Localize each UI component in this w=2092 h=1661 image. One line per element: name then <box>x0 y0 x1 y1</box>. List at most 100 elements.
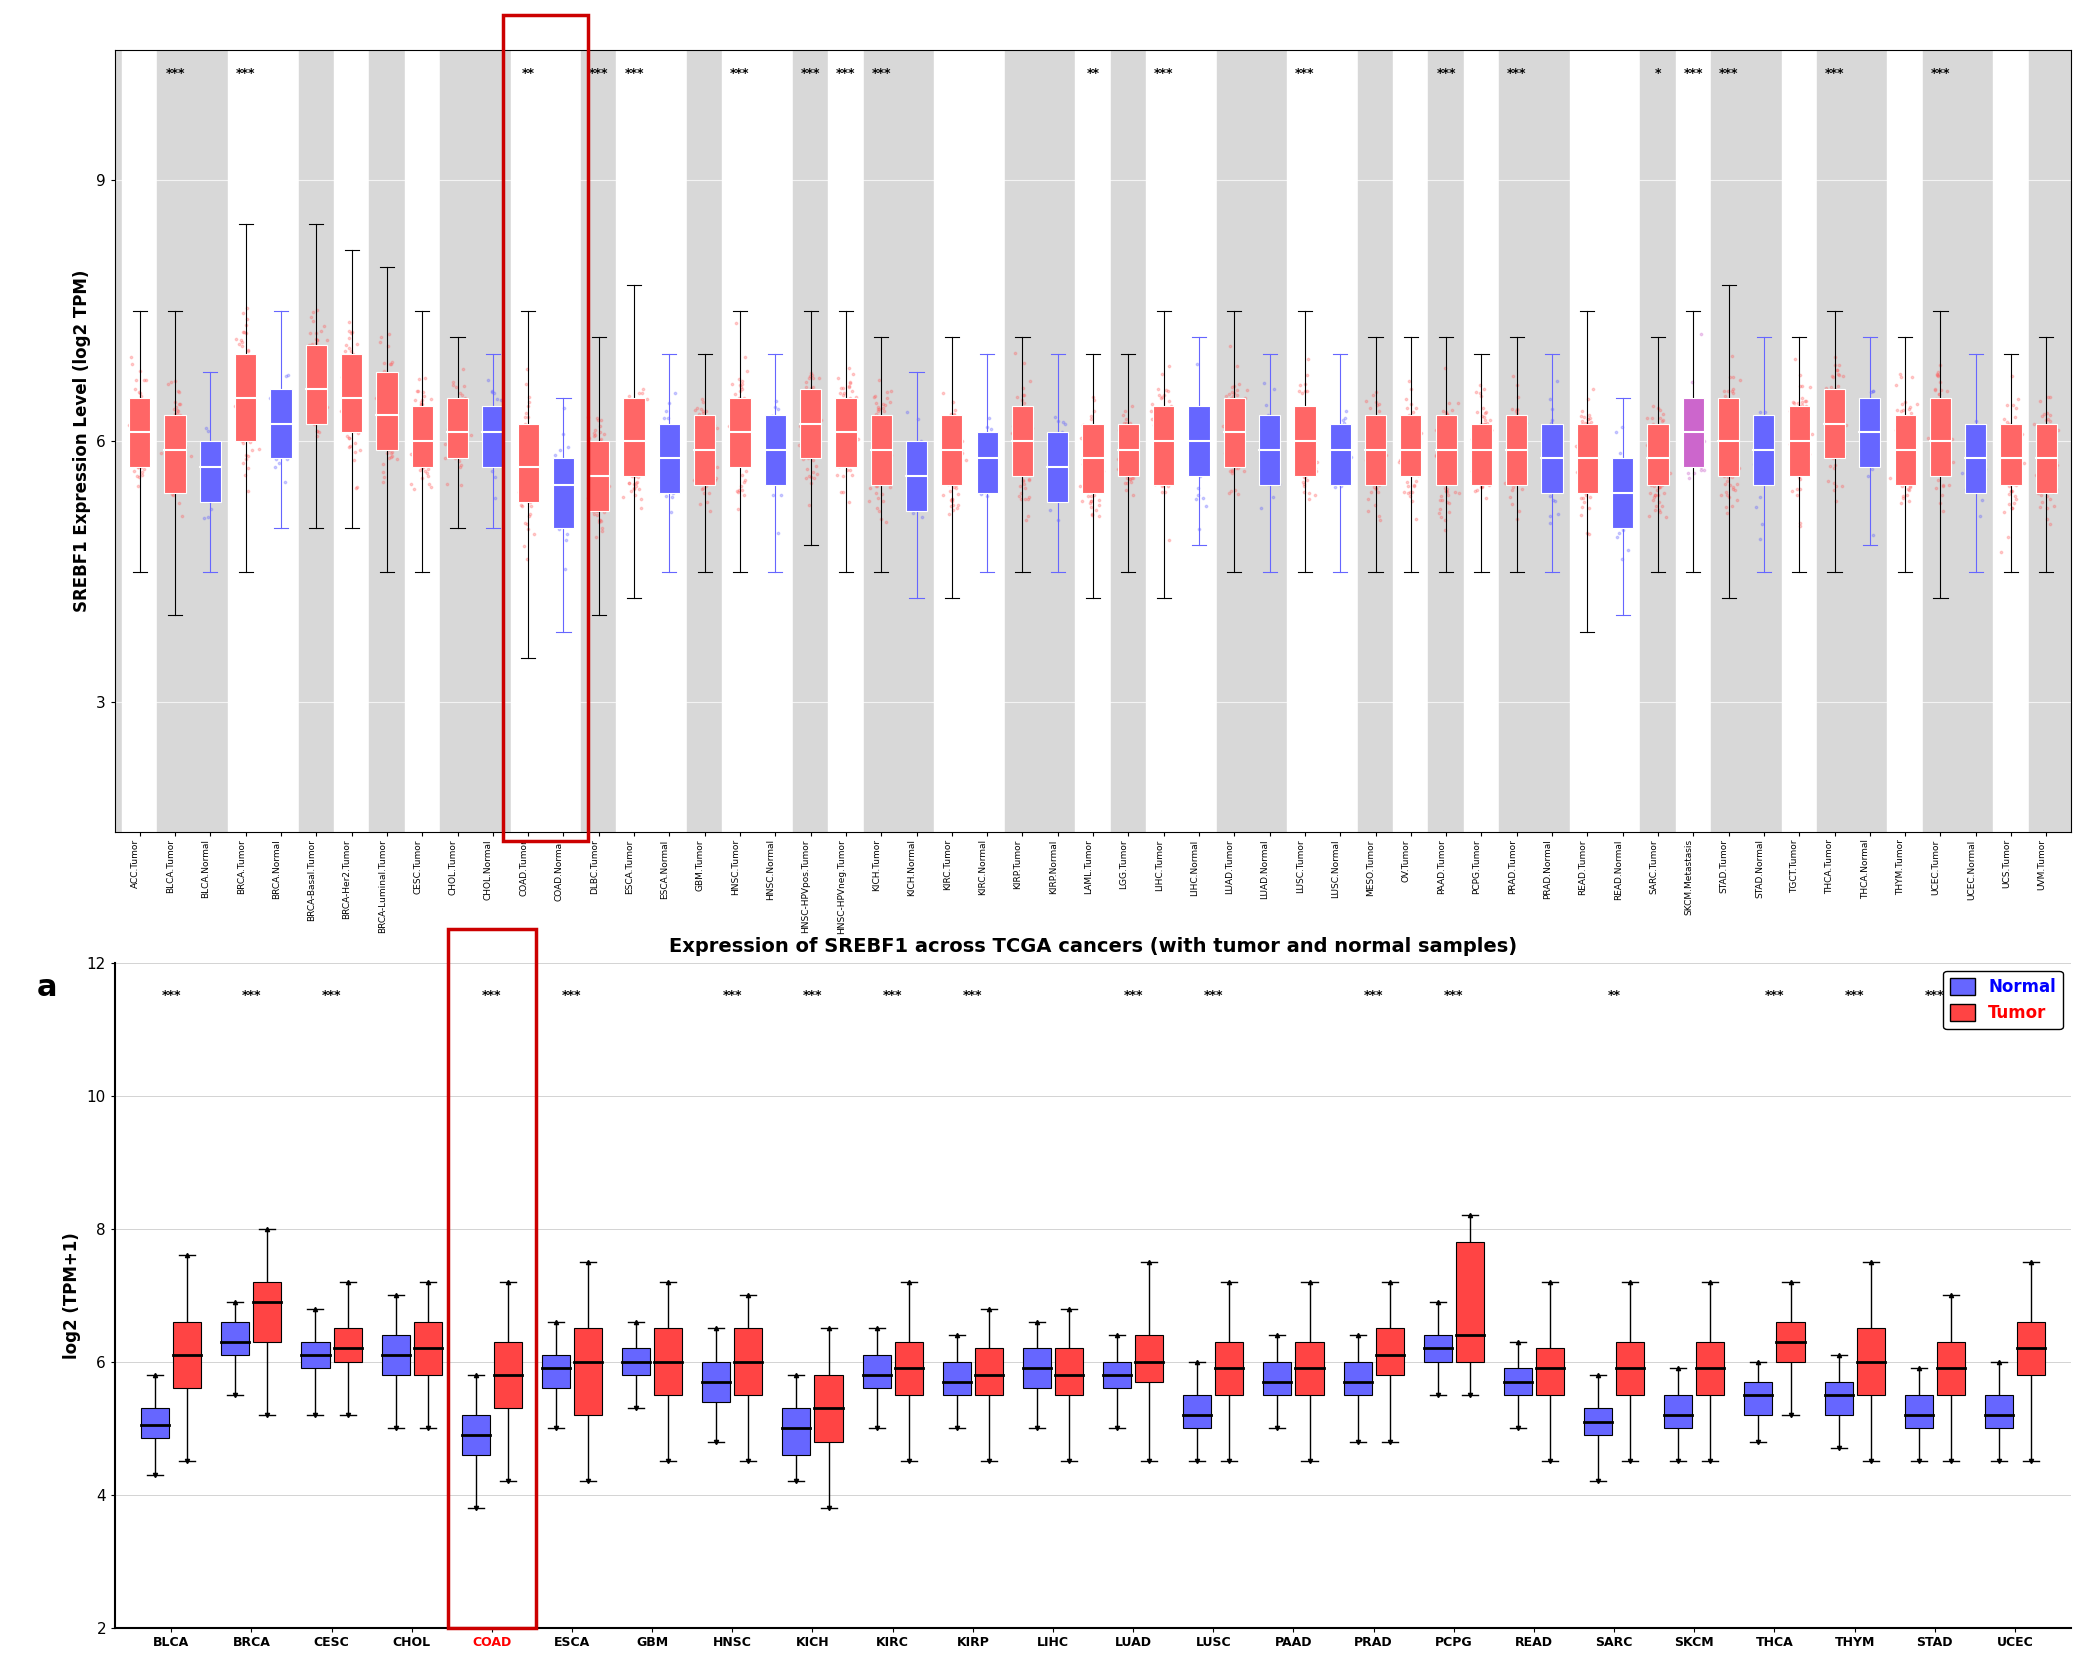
Point <box>1638 492 1672 518</box>
Point <box>293 332 326 359</box>
Point <box>232 394 266 420</box>
Point <box>192 487 226 513</box>
Point <box>374 440 408 467</box>
Point <box>795 414 828 440</box>
Point <box>795 414 828 440</box>
Point <box>1040 455 1073 482</box>
Point <box>1149 457 1182 483</box>
Point <box>908 467 941 493</box>
Point <box>504 440 538 467</box>
Point <box>1462 435 1496 462</box>
Point <box>1010 399 1044 425</box>
Point <box>1109 429 1142 455</box>
Point <box>1600 475 1634 502</box>
Point <box>577 468 611 495</box>
Point <box>1642 460 1676 487</box>
Point <box>1820 429 1854 455</box>
Point <box>1105 435 1138 462</box>
Point <box>1393 404 1427 430</box>
Point <box>439 402 473 429</box>
Point <box>1102 447 1136 473</box>
Point <box>1992 440 2025 467</box>
Point <box>377 392 410 419</box>
Point <box>1387 424 1420 450</box>
Point <box>1289 427 1322 453</box>
Point <box>1117 432 1151 458</box>
Point <box>757 453 791 480</box>
Point <box>297 352 331 379</box>
Point <box>301 392 335 419</box>
Point <box>1335 443 1368 470</box>
Point <box>1431 419 1464 445</box>
Point <box>1431 488 1464 515</box>
Point <box>582 457 615 483</box>
Point <box>402 377 435 404</box>
Point <box>2027 414 2061 440</box>
Point <box>264 407 297 434</box>
Point <box>1644 435 1678 462</box>
Point <box>1004 412 1038 439</box>
Point <box>303 370 337 397</box>
Point <box>1994 440 2027 467</box>
Point <box>126 443 159 470</box>
Point <box>1324 460 1358 487</box>
Point <box>303 369 337 395</box>
Point <box>1209 382 1243 409</box>
Point <box>1816 420 1849 447</box>
Point <box>862 447 895 473</box>
Point <box>408 432 441 458</box>
Point <box>1391 435 1425 462</box>
Point <box>826 443 860 470</box>
Point <box>1218 477 1251 503</box>
Point <box>1146 412 1180 439</box>
Point <box>1466 457 1500 483</box>
Point <box>1218 380 1251 407</box>
Point <box>1782 510 1816 537</box>
Point <box>613 448 646 475</box>
Point <box>837 427 870 453</box>
Point <box>586 467 619 493</box>
Point <box>121 399 155 425</box>
Point <box>331 422 364 448</box>
Point <box>1920 443 1954 470</box>
Point <box>1111 452 1144 478</box>
Point <box>1115 457 1149 483</box>
FancyBboxPatch shape <box>542 1355 569 1389</box>
Point <box>822 387 856 414</box>
Point <box>793 397 826 424</box>
Point <box>1075 467 1109 493</box>
Point <box>1004 452 1038 478</box>
Point <box>1142 443 1176 470</box>
Point <box>1282 417 1316 443</box>
Point <box>686 475 720 502</box>
Point <box>1151 414 1184 440</box>
Point <box>835 447 868 473</box>
Point <box>1931 407 1964 434</box>
Point <box>510 480 544 507</box>
Point <box>374 439 408 465</box>
Point <box>234 392 268 419</box>
Point <box>722 445 755 472</box>
Point <box>1820 414 1854 440</box>
Point <box>1151 450 1184 477</box>
Point <box>226 397 259 424</box>
Point <box>1075 432 1109 458</box>
Point <box>1213 437 1247 463</box>
Point <box>797 404 831 430</box>
Point <box>1073 448 1107 475</box>
Point <box>1563 467 1596 493</box>
Point <box>1847 443 1881 470</box>
Point <box>1707 452 1741 478</box>
Point <box>722 409 755 435</box>
Point <box>2025 445 2059 472</box>
Point <box>1400 455 1433 482</box>
Point <box>967 442 1000 468</box>
Point <box>1709 404 1743 430</box>
Point <box>477 417 510 443</box>
Point <box>584 447 617 473</box>
Point <box>450 430 483 457</box>
Point <box>1856 377 1889 404</box>
Point <box>1301 448 1335 475</box>
Point <box>1887 448 1920 475</box>
Point <box>1287 420 1320 447</box>
